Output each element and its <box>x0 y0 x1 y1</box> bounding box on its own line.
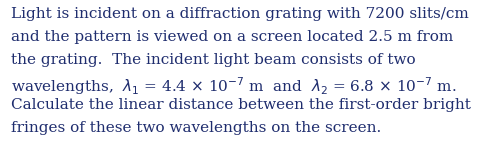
Text: the grating.  The incident light beam consists of two: the grating. The incident light beam con… <box>11 53 415 67</box>
Text: fringes of these two wavelengths on the screen.: fringes of these two wavelengths on the … <box>11 121 381 135</box>
Text: wavelengths,  $\lambda_1$ = 4.4 $\times$ 10$^{-7}$ m  and  $\lambda_2$ = 6.8 $\t: wavelengths, $\lambda_1$ = 4.4 $\times$ … <box>11 75 456 97</box>
Text: Calculate the linear distance between the first-order bright: Calculate the linear distance between th… <box>11 98 470 112</box>
Text: Light is incident on a diffraction grating with 7200 slits/cm: Light is incident on a diffraction grati… <box>11 7 468 21</box>
Text: and the pattern is viewed on a screen located 2.5 m from: and the pattern is viewed on a screen lo… <box>11 30 453 44</box>
